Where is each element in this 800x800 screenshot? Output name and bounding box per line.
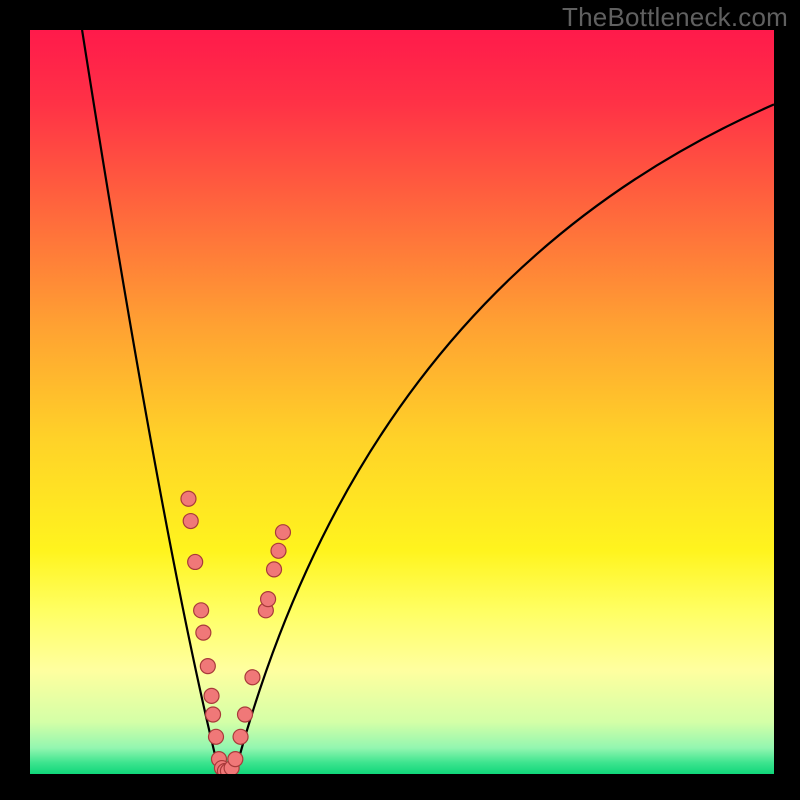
data-marker (245, 670, 260, 685)
watermark-label: TheBottleneck.com (562, 2, 788, 33)
stage: TheBottleneck.com (0, 0, 800, 800)
data-marker (267, 562, 282, 577)
data-marker (238, 707, 253, 722)
chart-svg (0, 0, 800, 800)
data-marker (181, 491, 196, 506)
data-marker (194, 603, 209, 618)
data-marker (204, 688, 219, 703)
data-marker (275, 525, 290, 540)
left-curve (82, 30, 220, 774)
data-marker (188, 554, 203, 569)
data-marker (200, 659, 215, 674)
data-marker (209, 729, 224, 744)
data-marker (261, 592, 276, 607)
right-curve (235, 104, 774, 774)
data-marker (206, 707, 221, 722)
data-marker (183, 514, 198, 529)
data-marker (271, 543, 286, 558)
data-marker (196, 625, 211, 640)
data-marker (233, 729, 248, 744)
data-marker (228, 752, 243, 767)
